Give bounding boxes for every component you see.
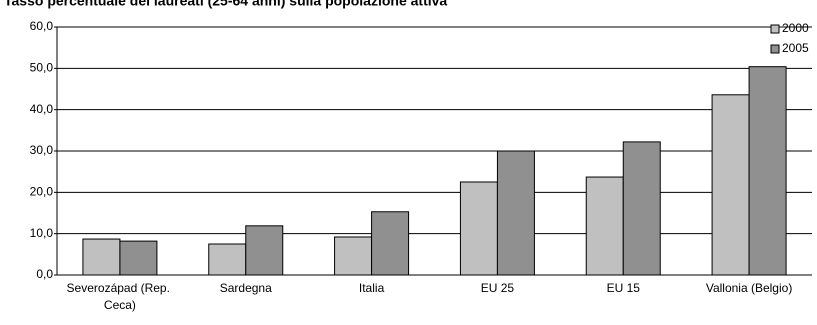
y-tick-label: 10,0: [30, 226, 54, 240]
bar: [585, 176, 624, 276]
y-tick-label: 50,0: [30, 61, 54, 75]
bar: [622, 141, 661, 276]
legend-label: 2005: [782, 41, 809, 55]
bar: [711, 94, 750, 276]
bar: [334, 236, 373, 276]
x-tick-label: Italia: [359, 281, 385, 295]
x-tick-label: EU 15: [607, 281, 641, 295]
y-tick-label: 40,0: [30, 102, 54, 116]
y-tick-label: 0,0: [36, 267, 53, 281]
bar: [748, 66, 787, 276]
y-tick-label: 20,0: [30, 185, 54, 199]
legend-label: 2000: [782, 21, 809, 35]
bar: [245, 225, 284, 276]
bar: [119, 240, 158, 276]
bar: [208, 243, 247, 276]
x-tick-label: Sardegna: [220, 281, 272, 295]
y-tick-label: 60,0: [30, 19, 54, 33]
x-tick-label: Vallonia (Belgio): [706, 281, 793, 295]
bar: [371, 211, 410, 276]
bar: [82, 238, 121, 276]
legend-swatch: [770, 24, 780, 34]
y-tick-label: 30,0: [30, 143, 54, 157]
x-tick-label: Severozápad (Rep. Ceca): [67, 281, 174, 312]
legend-swatch: [770, 44, 780, 54]
x-tick-label: EU 25: [481, 281, 515, 295]
bar: [459, 181, 498, 276]
chart-title: Tasso percentuale dei laureati (25-64 an…: [4, 0, 447, 9]
bar: [496, 150, 535, 276]
